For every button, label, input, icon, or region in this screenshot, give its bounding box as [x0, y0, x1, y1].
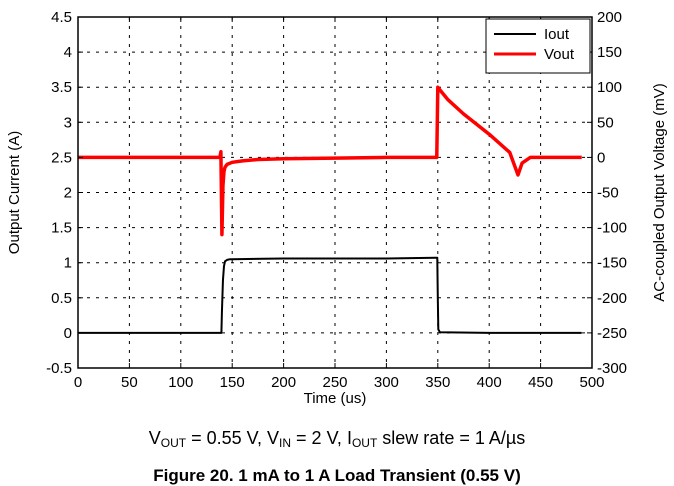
legend-label-vout: Vout: [544, 46, 575, 63]
y-tick-label: 4.5: [51, 9, 72, 26]
iout-symbol: I: [346, 428, 352, 448]
vin-value: = 2 V,: [291, 428, 347, 448]
vout-symbol: V: [148, 428, 161, 448]
y2-tick-label: -100: [597, 220, 627, 237]
tick-layer: 0 50 100 150 200 250 300 350 400 450 500-0.500.511…: [46, 9, 627, 391]
y-tick-label: 4: [64, 44, 72, 61]
y2-tick-label: 0: [597, 149, 605, 166]
y-tick-label: 1.5: [51, 220, 72, 237]
y-tick-label: 1: [64, 255, 72, 272]
legend-label-iout: Iout: [544, 26, 570, 43]
y2-axis-label: AC-coupled Output Voltage (mV): [651, 83, 668, 301]
vin-subscript: IN: [279, 436, 292, 450]
vout-value: = 0.55 V,: [186, 428, 268, 448]
y-axis-label: Output Current (A): [6, 131, 23, 254]
y2-tick-label: -150: [597, 255, 627, 272]
legend: Iout Vout: [485, 18, 591, 74]
x-tick-label: 0: [74, 374, 82, 391]
x-tick-label: 200: [271, 374, 296, 391]
x-axis-label: Time (us): [304, 390, 367, 407]
test-conditions-caption: VOUT = 0.55 V, VIN = 2 V, IOUT slew rate…: [0, 428, 674, 450]
chart: 0 50 100 150 200 250 300 350 400 450 500-0.500.511…: [6, 9, 668, 407]
x-tick-label: 500: [579, 374, 604, 391]
y-tick-label: 0: [64, 325, 72, 342]
y2-tick-label: 150: [597, 44, 622, 61]
x-tick-label: 300: [374, 374, 399, 391]
y-tick-label: 2.5: [51, 149, 72, 166]
y-tick-label: 2: [64, 185, 72, 202]
y2-tick-label: -250: [597, 325, 627, 342]
x-tick-label: 250: [322, 374, 347, 391]
y2-tick-label: 100: [597, 79, 622, 96]
y2-tick-label: 200: [597, 9, 622, 26]
x-tick-label: 100: [168, 374, 193, 391]
y-tick-label: 3.5: [51, 79, 72, 96]
y2-tick-label: -200: [597, 290, 627, 307]
vin-symbol: V: [267, 428, 280, 448]
iout-slew-value: slew rate = 1 A/µs: [377, 428, 526, 448]
x-tick-label: 450: [528, 374, 553, 391]
y-tick-label: 3: [64, 114, 72, 131]
iout-subscript: OUT: [351, 436, 378, 450]
y-tick-label: -0.5: [46, 360, 72, 377]
y2-tick-label: 50: [597, 114, 614, 131]
y2-tick-label: -300: [597, 360, 627, 377]
y2-tick-label: -50: [597, 185, 619, 202]
y-tick-label: 0.5: [51, 290, 72, 307]
x-tick-label: 400: [477, 374, 502, 391]
figure-caption: Figure 20. 1 mA to 1 A Load Transient (0…: [153, 466, 521, 485]
x-tick-label: 150: [220, 374, 245, 391]
series-line-vout: [78, 85, 582, 237]
series-line-iout: [78, 256, 582, 334]
series-layer: [78, 85, 582, 334]
legend-box: [485, 18, 591, 74]
vout-subscript: OUT: [160, 436, 187, 450]
x-tick-label: 350: [425, 374, 450, 391]
x-tick-label: 50: [121, 374, 138, 391]
